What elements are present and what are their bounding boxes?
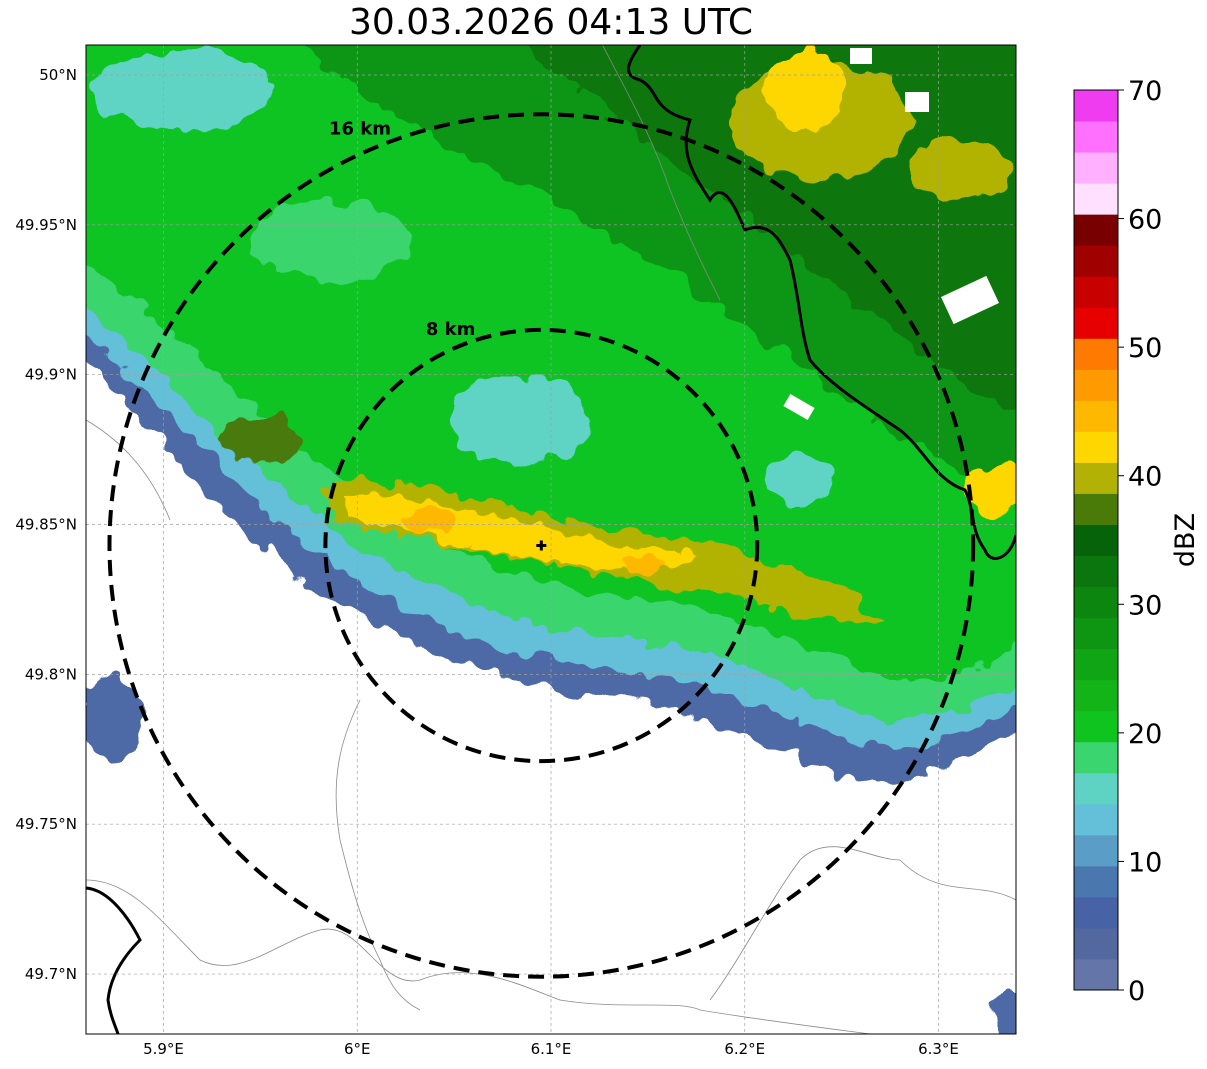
colorbar-segment [1074, 214, 1118, 246]
range-rings [107, 112, 976, 979]
colorbar-segment [1074, 307, 1118, 339]
colorbar-label: dBZ [1170, 513, 1201, 567]
lat-tick-label: 49.85°N [15, 516, 77, 534]
colorbar-segment [1074, 803, 1118, 836]
colorbar-segment [1074, 586, 1118, 619]
lon-tick-label: 6.3°E [918, 1040, 959, 1058]
admin-borders [86, 45, 1016, 1034]
colorbar-segment [1074, 152, 1118, 184]
lon-tick-label: 6°E [344, 1040, 371, 1058]
colorbar-tick-label: 0 [1128, 976, 1145, 1007]
colorbar-tick-label: 50 [1128, 333, 1162, 364]
map-frame [85, 44, 1017, 1035]
colorbar-segment [1074, 462, 1118, 494]
lat-tick-label: 50°N [39, 66, 77, 84]
echo-olive-cell [770, 582, 850, 618]
colorbar-segment [1074, 338, 1118, 370]
colorbar-segment [1074, 927, 1118, 960]
colorbar-segment [1074, 183, 1118, 215]
echo-orange-core [400, 506, 460, 534]
echo-cyan-patch [450, 375, 590, 465]
colorbar-segment [1074, 493, 1118, 525]
colorbar-segment [1074, 121, 1118, 153]
no-echo-patch [783, 393, 815, 421]
range-ring-label: 16 km [329, 118, 391, 139]
colorbar-segment [1074, 741, 1118, 774]
echo-olive-cell [910, 140, 1010, 200]
national-border [86, 45, 1016, 1034]
echo-blue-fringe [86, 675, 140, 765]
reflectivity-field [86, 45, 1016, 1034]
colorbar-segment [1074, 710, 1118, 743]
radar-site-marker [536, 540, 547, 551]
echo-blue-fringe [995, 985, 1016, 1034]
echo-yellow-cell [765, 50, 845, 130]
colorbar-segment [1074, 555, 1118, 588]
colorbar-segment [1074, 772, 1118, 805]
range-ring-label: 8 km [426, 319, 476, 340]
lon-tick-label: 6.1°E [531, 1040, 572, 1058]
colorbar-tick-label: 70 [1128, 76, 1162, 107]
colorbar-segment [1074, 958, 1118, 991]
echo-olive-cell [220, 415, 300, 465]
colorbar-segment [1074, 400, 1118, 432]
lat-tick-label: 49.9°N [25, 366, 77, 384]
lon-tick-label: 6.2°E [724, 1040, 765, 1058]
graticule [86, 45, 1016, 1034]
colorbar-tick-label: 40 [1128, 462, 1162, 493]
longitude-ticks: 5.9°E 6°E 6.1°E 6.2°E 6.3°E [143, 1040, 959, 1058]
map-title: 30.03.2026 04:13 UTC [348, 2, 754, 43]
echo-cyan-patch [765, 455, 835, 505]
colorbar-segment [1074, 90, 1118, 122]
echo-cyan-patch [90, 50, 270, 130]
colorbar-segment [1074, 369, 1118, 401]
lat-tick-label: 49.75°N [15, 815, 77, 833]
colorbar-segment [1074, 679, 1118, 712]
lat-tick-label: 49.7°N [25, 965, 77, 983]
colorbar-segment [1074, 276, 1118, 308]
colorbar-segment [1074, 524, 1118, 557]
lat-tick-label: 49.95°N [15, 216, 77, 234]
colorbar-segment [1074, 865, 1118, 898]
colorbar-tick-label: 10 [1128, 847, 1162, 878]
colorbar-segment [1074, 245, 1118, 277]
latitude-ticks: 50°N 49.95°N 49.9°N 49.85°N 49.8°N 49.75°N 49.… [15, 66, 77, 983]
lon-tick-label: 5.9°E [143, 1040, 184, 1058]
colorbar-segment [1074, 834, 1118, 867]
range-ring-16km [107, 112, 976, 979]
no-echo-patch [850, 48, 872, 64]
colorbar-segment [1074, 648, 1118, 681]
colorbar: 0 10 20 30 40 50 60 70 dBZ [1073, 76, 1201, 1007]
range-ring-8km [323, 327, 760, 764]
colorbar-segment [1074, 431, 1118, 463]
echo-yellow-cell [965, 465, 1016, 515]
no-echo-patch [905, 92, 929, 112]
colorbar-frame [1073, 89, 1119, 991]
echo-orange-core [622, 555, 658, 575]
no-echo-patch [941, 275, 999, 325]
colorbar-tick-label: 30 [1128, 590, 1162, 621]
colorbar-tick-label: 60 [1128, 205, 1162, 236]
colorbar-segment [1074, 617, 1118, 650]
echo-cyan-patch [250, 200, 410, 280]
colorbar-tick-label: 20 [1128, 719, 1162, 750]
lat-tick-label: 49.8°N [25, 665, 77, 683]
colorbar-segment [1074, 896, 1118, 929]
